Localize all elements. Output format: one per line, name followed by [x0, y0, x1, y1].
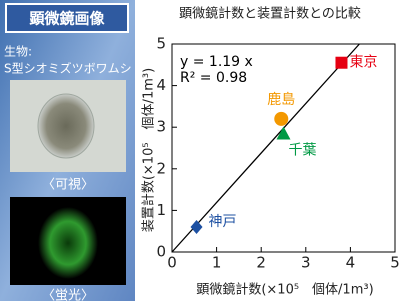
point-label: 東京	[349, 55, 377, 71]
fit-r2: R² = 0.98	[180, 70, 247, 86]
visible-cell	[38, 94, 94, 158]
point-label: 鹿島	[267, 91, 295, 108]
point-label: 神戸	[209, 214, 237, 230]
organism: S型シオミズツボワムシ	[4, 61, 132, 76]
y-tick-label: 0	[156, 243, 166, 261]
point-label: 千葉	[289, 142, 317, 158]
y-tick-label: 1	[156, 201, 166, 219]
visible-label: 〈可視〉	[42, 178, 94, 193]
data-point	[274, 112, 288, 126]
y-tick-label: 3	[156, 118, 166, 136]
x-axis-label: 顕微鏡計数(×10⁵ 個体/1m³)	[196, 282, 373, 298]
organism-label: 生物:	[4, 45, 32, 59]
y-tick-label: 2	[156, 159, 166, 177]
fluorescence-label: 〈蛍光〉	[42, 289, 94, 301]
x-tick-label: 5	[390, 254, 400, 272]
x-tick-label: 3	[301, 254, 311, 272]
x-tick-label: 2	[256, 254, 266, 272]
y-tick-label: 5	[156, 35, 166, 53]
fluorescence-cell	[38, 207, 98, 279]
fit-equation: y = 1.19 x	[180, 54, 253, 70]
x-tick-label: 0	[167, 254, 177, 272]
y-tick-label: 4	[156, 76, 166, 94]
data-point	[335, 57, 347, 69]
chart-title: 顕微鏡計数と装置計数との比較	[179, 6, 361, 22]
page: 顕微鏡画像 生物: S型シオミズツボワムシ 〈可視〉 〈蛍光〉 顕微鏡計数と装置…	[0, 0, 407, 301]
y-axis-label: 装置計数(×10⁵ 個体/1m³)	[141, 68, 157, 232]
panel-title: 顕微鏡画像	[29, 10, 105, 28]
x-tick-label: 1	[212, 254, 222, 272]
x-tick-label: 4	[346, 254, 356, 272]
